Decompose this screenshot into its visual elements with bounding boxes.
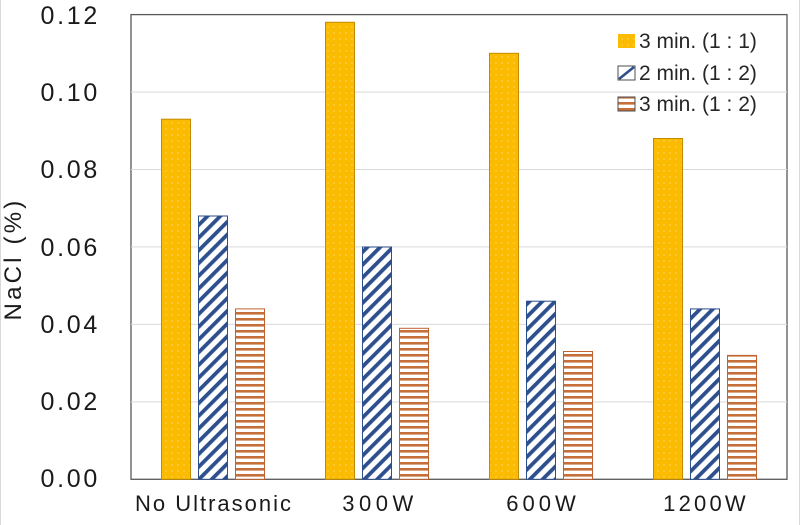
- svg-text:0.10: 0.10: [41, 79, 100, 107]
- svg-text:600W: 600W: [506, 491, 579, 516]
- svg-text:3 min. (1 : 1): 3 min. (1 : 1): [639, 30, 757, 53]
- svg-text:1200W: 1200W: [663, 491, 749, 516]
- svg-text:0.00: 0.00: [41, 465, 100, 493]
- svg-text:0.08: 0.08: [41, 156, 100, 184]
- svg-text:NaCl (%): NaCl (%): [1, 198, 27, 321]
- svg-text:2 min. (1 : 2): 2 min. (1 : 2): [639, 62, 757, 85]
- svg-text:0.12: 0.12: [41, 2, 100, 30]
- svg-text:0.02: 0.02: [41, 388, 100, 416]
- svg-text:3 min. (1 : 2): 3 min. (1 : 2): [639, 93, 757, 116]
- svg-text:No Ultrasonic: No Ultrasonic: [135, 491, 293, 516]
- svg-text:300W: 300W: [342, 491, 417, 516]
- svg-text:0.06: 0.06: [41, 234, 100, 262]
- svg-text:0.04: 0.04: [41, 311, 100, 339]
